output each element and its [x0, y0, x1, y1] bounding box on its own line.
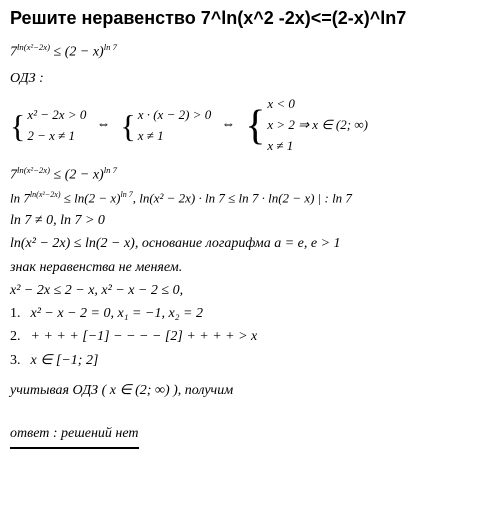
- enum-1: 1.x² − x − 2 = 0, x₁ = −1, x₂ = 2: [10, 304, 490, 324]
- sys2-row1: x · (x − 2) > 0: [138, 106, 212, 125]
- sys1-row1: x² − 2x > 0: [27, 106, 86, 125]
- final-consider: учитывая ОДЗ ( x ∈ (2; ∞) ), получим: [10, 381, 490, 401]
- inequality-repeat: 7ln(x²−2x) ≤ (2 − x)ln 7: [10, 164, 490, 186]
- sys3-row1: x < 0: [267, 95, 368, 114]
- ln-step: ln 7ln(x²−2x) ≤ ln(2 − x)ln 7, ln(x² − 2…: [10, 189, 490, 208]
- log-base-line: ln(x² − 2x) ≤ ln(2 − x), основание логар…: [10, 234, 490, 254]
- sys3-row2: x > 2 ⇒ x ∈ (2; ∞): [267, 116, 368, 135]
- enum-2: 2.+ + + + [−1] − − − − [2] + + + + > x: [10, 327, 490, 347]
- inequality-main: 7ln(x²−2x) ≤ (2 − x)ln 7: [10, 41, 490, 63]
- answer-line: ответ : решений нет: [10, 404, 490, 448]
- ln7-props: ln 7 ≠ 0, ln 7 > 0: [10, 211, 490, 231]
- sys2-row2: x ≠ 1: [138, 127, 212, 146]
- odz-systems: { x² − 2x > 0 2 − x ≠ 1 ⇔ { x · (x − 2) …: [10, 95, 490, 156]
- odz-label: ОДЗ :: [10, 69, 490, 89]
- poly-line: x² − 2x ≤ 2 − x, x² − x − 2 ≤ 0,: [10, 281, 490, 301]
- enum-3: 3.x ∈ [−1; 2]: [10, 351, 490, 371]
- sys3-row3: x ≠ 1: [267, 137, 368, 156]
- sign-keep-line: знак неравенства не меняем.: [10, 258, 490, 278]
- problem-title: Решите неравенство 7^ln(x^2 -2x)<=(2-x)^…: [10, 8, 490, 29]
- sys1-row2: 2 − x ≠ 1: [27, 127, 86, 146]
